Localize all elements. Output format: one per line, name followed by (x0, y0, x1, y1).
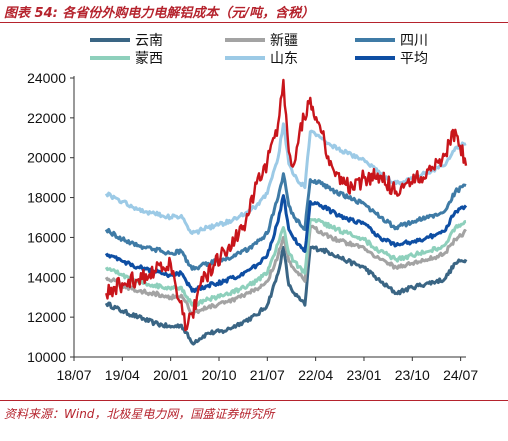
x-tick-label: 22/04 (298, 367, 333, 383)
y-tick-label: 20000 (27, 150, 66, 166)
x-tick-label: 21/07 (250, 367, 285, 383)
legend-label-蒙西: 蒙西 (135, 50, 163, 66)
y-tick-label: 22000 (27, 110, 66, 126)
series-line-山东 (104, 122, 467, 235)
title-rule (0, 22, 508, 23)
y-tick-label: 14000 (27, 269, 66, 285)
x-tick-label: 19/04 (105, 367, 140, 383)
legend-label-新疆: 新疆 (270, 32, 298, 48)
source-note: 资料来源：Wind，北极星电力网，国盛证券研究所 (4, 407, 275, 421)
legend-label-平均: 平均 (400, 50, 428, 66)
x-tick-label: 18/07 (56, 367, 91, 383)
x-tick-label: 20/10 (201, 367, 236, 383)
y-tick-label: 12000 (27, 309, 66, 325)
source-rule (0, 400, 508, 401)
x-tick-label: 24/07 (443, 367, 478, 383)
legend-label-山东: 山东 (270, 50, 298, 66)
series-line-平均 (104, 194, 468, 294)
y-tick-label: 10000 (27, 349, 66, 365)
x-tick-label: 20/01 (153, 367, 188, 383)
y-tick-label: 24000 (27, 70, 66, 86)
legend-label-四川: 四川 (400, 32, 428, 48)
legend-label-云南: 云南 (135, 32, 163, 48)
figure-title: 图表 54: 各省份外购电力电解铝成本（元/吨，含税） (4, 6, 315, 21)
series-line-unlabeled (105, 78, 468, 332)
x-tick-label: 23/01 (346, 367, 381, 383)
series-line-蒙西 (104, 218, 467, 307)
series-line-云南 (104, 245, 468, 346)
series-line-四川 (104, 172, 467, 271)
y-tick-label: 16000 (27, 229, 66, 245)
x-tick-label: 23/10 (395, 367, 430, 383)
y-tick-label: 18000 (27, 190, 66, 206)
